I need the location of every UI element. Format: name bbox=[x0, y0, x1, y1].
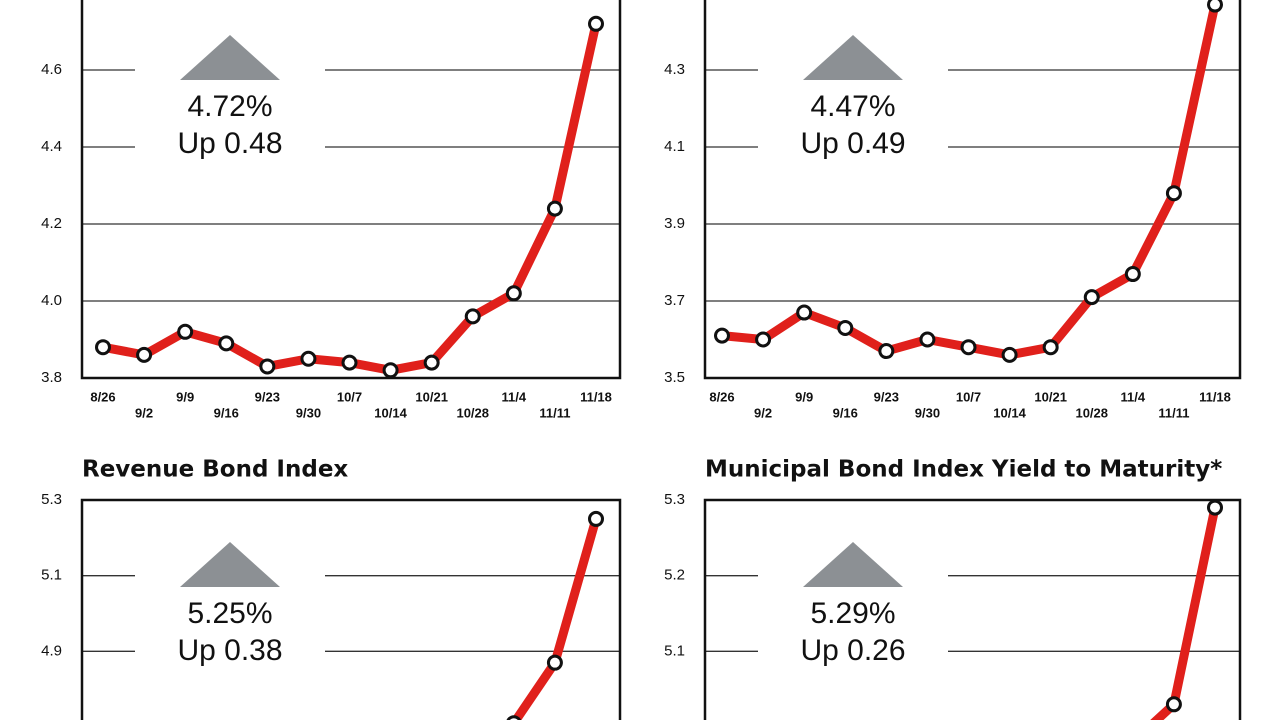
annotation: Up 0.49 bbox=[800, 127, 905, 160]
y-tick-label: 4.6 bbox=[41, 61, 62, 78]
data-point bbox=[1207, 0, 1223, 13]
annotation: Up 0.26 bbox=[800, 634, 905, 667]
y-tick-label: 3.5 bbox=[664, 369, 685, 386]
data-point bbox=[714, 327, 730, 344]
x-tick-label: 9/30 bbox=[296, 405, 321, 420]
y-tick-label: 4.2 bbox=[41, 215, 62, 232]
y-tick-label: 5.3 bbox=[664, 491, 685, 508]
chart-title: Revenue Bond Index bbox=[82, 457, 348, 483]
annotation: Up 0.38 bbox=[177, 634, 282, 667]
x-tick-label: 10/7 bbox=[956, 389, 981, 404]
x-tick-label: 9/30 bbox=[915, 405, 940, 420]
data-point bbox=[546, 200, 563, 217]
data-point bbox=[1165, 696, 1182, 713]
x-tick-label: 9/9 bbox=[176, 389, 194, 404]
x-tick-label: 11/4 bbox=[1121, 389, 1146, 404]
x-tick-label: 10/28 bbox=[456, 405, 489, 420]
annotation: 5.29% bbox=[810, 597, 895, 630]
x-tick-label: 11/4 bbox=[502, 389, 527, 404]
y-tick-label: 3.8 bbox=[41, 369, 62, 386]
x-tick-label: 9/9 bbox=[795, 389, 813, 404]
up-triangle bbox=[803, 35, 903, 80]
x-tick-label: 10/7 bbox=[337, 389, 362, 404]
data-point bbox=[837, 319, 854, 336]
annotation: Up 0.48 bbox=[177, 127, 282, 160]
data-point bbox=[960, 339, 977, 356]
plot-frame bbox=[80, 0, 622, 380]
x-tick-label: 9/23 bbox=[255, 389, 280, 404]
data-point bbox=[300, 350, 317, 367]
data-point bbox=[796, 304, 813, 321]
data-point bbox=[878, 343, 895, 360]
data-point bbox=[919, 331, 936, 348]
y-tick-label: 4.5 bbox=[664, 0, 685, 1]
x-tick-label: 9/16 bbox=[214, 405, 239, 420]
y-tick-label: 4.8 bbox=[41, 0, 62, 1]
y-tick-label: 5.2 bbox=[664, 567, 685, 584]
x-tick-label: 11/18 bbox=[580, 389, 612, 404]
data-point bbox=[1001, 346, 1018, 363]
data-point bbox=[423, 354, 440, 371]
y-tick-label: 3.7 bbox=[664, 292, 685, 309]
y-tick-label: 4.9 bbox=[41, 642, 62, 659]
y-tick-label: 5.0 bbox=[664, 718, 685, 720]
annotation: 5.25% bbox=[187, 597, 272, 630]
data-point bbox=[259, 358, 276, 375]
data-point bbox=[588, 15, 604, 32]
x-tick-label: 9/2 bbox=[135, 405, 153, 420]
x-tick-label: 8/26 bbox=[709, 389, 734, 404]
y-tick-label: 4.7 bbox=[41, 718, 62, 720]
plot-frame bbox=[703, 498, 1242, 720]
up-triangle bbox=[180, 35, 280, 80]
x-tick-label: 8/26 bbox=[90, 389, 115, 404]
data-line bbox=[1150, 506, 1220, 720]
plot-frame bbox=[80, 498, 622, 720]
y-tick-label: 5.3 bbox=[41, 491, 62, 508]
x-tick-label: 11/18 bbox=[1199, 389, 1231, 404]
y-tick-label: 4.4 bbox=[41, 138, 62, 155]
data-point bbox=[546, 654, 563, 671]
y-tick-label: 4.0 bbox=[41, 292, 62, 309]
y-tick-label: 5.1 bbox=[664, 642, 685, 659]
data-point bbox=[464, 308, 481, 325]
y-tick-label: 4.1 bbox=[664, 138, 685, 155]
up-triangle bbox=[180, 542, 280, 587]
data-point bbox=[382, 362, 399, 379]
plot-frame bbox=[703, 0, 1242, 380]
data-point bbox=[1207, 499, 1223, 516]
data-point bbox=[136, 346, 153, 363]
up-triangle bbox=[803, 542, 903, 587]
data-point bbox=[1165, 185, 1182, 202]
data-point bbox=[506, 715, 522, 720]
data-line bbox=[510, 517, 601, 720]
x-tick-label: 11/11 bbox=[539, 405, 570, 420]
x-tick-label: 10/14 bbox=[374, 405, 407, 420]
x-tick-label: 10/21 bbox=[415, 389, 448, 404]
data-point bbox=[1124, 266, 1141, 283]
x-tick-label: 9/16 bbox=[833, 405, 858, 420]
data-point bbox=[588, 510, 604, 527]
data-point bbox=[177, 323, 194, 340]
x-tick-label: 10/14 bbox=[993, 405, 1026, 420]
x-tick-label: 11/11 bbox=[1158, 405, 1189, 420]
data-point bbox=[755, 331, 772, 348]
x-tick-label: 10/28 bbox=[1075, 405, 1108, 420]
x-tick-label: 9/2 bbox=[754, 405, 772, 420]
y-tick-label: 3.9 bbox=[664, 215, 685, 232]
annotation: 4.47% bbox=[810, 90, 895, 123]
data-point bbox=[1042, 339, 1059, 356]
data-point bbox=[341, 354, 358, 371]
x-tick-label: 10/21 bbox=[1034, 389, 1067, 404]
x-tick-label: 9/23 bbox=[874, 389, 899, 404]
annotation: 4.72% bbox=[187, 90, 272, 123]
y-tick-label: 4.3 bbox=[664, 61, 685, 78]
data-point bbox=[218, 335, 235, 352]
data-point bbox=[95, 339, 111, 356]
data-point bbox=[505, 285, 522, 302]
data-point bbox=[1083, 289, 1100, 306]
y-tick-label: 5.1 bbox=[41, 567, 62, 584]
chart-title: Municipal Bond Index Yield to Maturity* bbox=[705, 457, 1222, 483]
